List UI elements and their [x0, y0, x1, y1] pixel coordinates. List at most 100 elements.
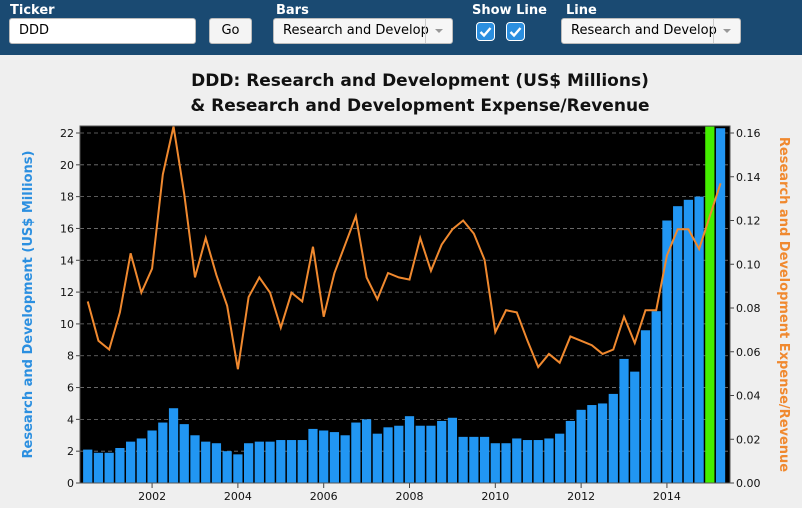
y-tick-label: 6: [67, 382, 74, 395]
bars-select-text: Research and Develop: [283, 23, 429, 38]
bar: [297, 440, 307, 483]
line-label: Line: [566, 3, 597, 18]
bar: [394, 425, 404, 483]
bar: [458, 436, 468, 483]
bar: [351, 422, 361, 483]
bar: [415, 425, 425, 483]
y2-tick-label: 0.08: [736, 302, 761, 315]
bar: [361, 419, 372, 483]
line-select[interactable]: Research and Develop: [561, 18, 741, 44]
ticker-label: Ticker: [10, 3, 55, 18]
y-tick-label: 2: [67, 445, 74, 458]
bar: [276, 440, 286, 483]
bar: [93, 452, 104, 483]
y-tick-label: 10: [60, 318, 74, 331]
bar: [168, 408, 179, 483]
y2-tick-label: 0.02: [736, 433, 761, 446]
ticker-input[interactable]: DDD: [9, 18, 196, 44]
bar: [233, 454, 243, 483]
plot-layer: [80, 126, 730, 483]
y-tick-label: 16: [60, 222, 74, 235]
bar: [104, 452, 114, 483]
bar: [447, 417, 458, 483]
y-axis-label: Research and Development (US$ Millions): [21, 151, 36, 459]
bar: [286, 440, 297, 483]
x-tick-label: 2012: [567, 490, 595, 503]
toolbar: Ticker DDD Go Bars Research and Develop …: [0, 0, 802, 55]
x-tick-label: 2008: [396, 490, 424, 503]
bar: [694, 196, 704, 483]
x-tick-label: 2010: [481, 490, 509, 503]
bar: [147, 430, 157, 483]
checkbox[interactable]: [476, 22, 495, 41]
bar: [211, 443, 222, 483]
x-tick-label: 2006: [310, 490, 338, 503]
line: [86, 126, 722, 370]
bar: [522, 440, 533, 483]
bar: [619, 358, 629, 483]
bar: [329, 432, 340, 483]
bar: [705, 126, 715, 483]
bar: [319, 430, 329, 483]
bar: [512, 438, 522, 483]
y2-tick-label: 0.16: [736, 127, 761, 140]
bar: [115, 448, 125, 483]
show-line-label: Show Line: [472, 3, 547, 18]
chart-title: DDD: Research and Development (US$ Milli…: [191, 71, 649, 91]
arrow-icon: [723, 29, 731, 33]
y2-tick-label: 0.14: [736, 171, 761, 184]
bar: [651, 311, 661, 483]
y2-axis-label: Research and Development Expense/Revenue: [776, 137, 791, 472]
y-tick-label: 12: [60, 286, 74, 299]
bar: [340, 435, 350, 483]
bar: [501, 443, 511, 483]
y2-tick-label: 0.00: [736, 477, 761, 490]
bar: [630, 371, 640, 483]
y-tick-label: 14: [60, 254, 74, 267]
dropdown-arrow: [713, 19, 740, 43]
x-tick-label: 2014: [653, 490, 681, 503]
bar: [244, 443, 254, 483]
line-select-text: Research and Develop: [571, 23, 717, 38]
bars-label: Bars: [276, 3, 309, 18]
bar: [640, 330, 651, 483]
x-tick-label: 2002: [138, 490, 166, 503]
checkbox[interactable]: [506, 22, 525, 41]
bar: [565, 420, 576, 483]
bar: [254, 441, 264, 483]
bar: [490, 443, 500, 483]
bar: [222, 451, 232, 483]
bar: [437, 420, 447, 483]
x-tick-label: 2004: [224, 490, 252, 503]
chart: DDD: Research and Development (US$ Milli…: [21, 71, 791, 503]
bar: [136, 438, 146, 483]
y-tick-label: 20: [60, 159, 74, 172]
bar: [308, 428, 318, 483]
y-tick-label: 18: [60, 191, 74, 204]
bar: [597, 403, 608, 483]
arrow-icon: [435, 29, 443, 33]
bars-select[interactable]: Research and Develop: [273, 18, 453, 44]
plot-border: [79, 125, 731, 484]
bar: [673, 206, 683, 483]
bar: [158, 422, 168, 483]
bar: [576, 409, 586, 483]
y-tick-label: 4: [67, 413, 74, 426]
bar: [383, 427, 393, 483]
y2-tick-label: 0.12: [736, 215, 761, 228]
y-tick-label: 0: [67, 477, 74, 490]
bar: [426, 425, 436, 483]
bar: [83, 449, 93, 483]
go-button[interactable]: Go: [209, 18, 252, 44]
bar: [265, 441, 275, 483]
bar: [587, 405, 597, 483]
check-mark: [509, 27, 522, 38]
bar: [404, 416, 415, 483]
bar: [201, 441, 211, 483]
bar: [608, 393, 618, 483]
bar: [715, 128, 726, 483]
bar: [683, 199, 693, 483]
bar: [544, 438, 554, 483]
bar: [469, 436, 479, 483]
